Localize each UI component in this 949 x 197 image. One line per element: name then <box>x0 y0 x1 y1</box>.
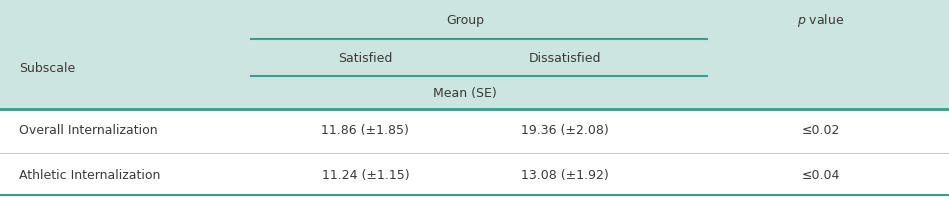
Text: 11.86 (±1.85): 11.86 (±1.85) <box>322 124 409 137</box>
Text: 19.36 (±2.08): 19.36 (±2.08) <box>521 124 608 137</box>
Text: Group: Group <box>446 14 484 27</box>
Text: Overall Internalization: Overall Internalization <box>19 124 158 137</box>
Text: ≤0.02: ≤0.02 <box>802 124 840 137</box>
Text: 13.08 (±1.92): 13.08 (±1.92) <box>521 169 608 182</box>
Text: Athletic Internalization: Athletic Internalization <box>19 169 160 182</box>
Bar <box>0 0 949 111</box>
Text: Satisfied: Satisfied <box>338 52 393 65</box>
Bar <box>0 111 949 197</box>
Text: Mean (SE): Mean (SE) <box>433 87 497 100</box>
Text: 11.24 (±1.15): 11.24 (±1.15) <box>322 169 409 182</box>
Text: $p$ value: $p$ value <box>797 12 845 29</box>
Text: ≤0.04: ≤0.04 <box>802 169 840 182</box>
Text: Subscale: Subscale <box>19 62 75 75</box>
Text: Dissatisfied: Dissatisfied <box>529 52 601 65</box>
